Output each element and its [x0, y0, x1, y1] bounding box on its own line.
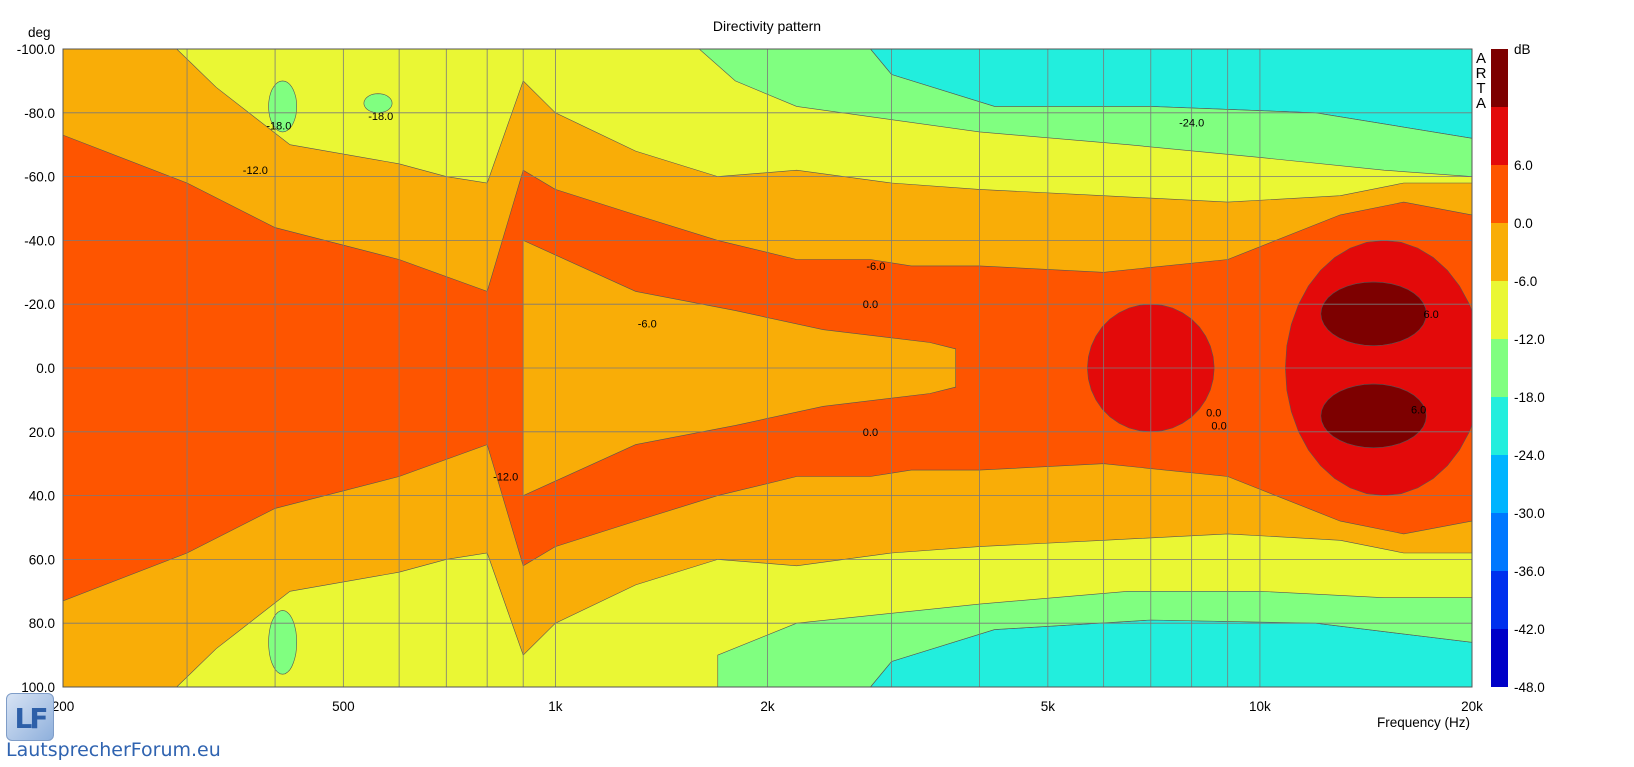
colorbar-swatch [1491, 281, 1508, 339]
y-tick-label: 0.0 [36, 361, 55, 376]
x-axis-label: Frequency (Hz) [1377, 715, 1470, 730]
colorbar-swatch [1491, 339, 1508, 397]
colorbar-ticks: 6.0 0.0 -6.0 -12.0 -18.0 -24.0 -30.0 -36.0 -42.0… [1514, 158, 1545, 695]
y-tick-label: -60.0 [24, 170, 55, 185]
y-tick-label: 80.0 [29, 616, 55, 631]
y-tick-label: 20.0 [29, 425, 55, 440]
y-tick-label: 40.0 [29, 489, 55, 504]
plot-frame [62, 48, 1473, 688]
contour-label: -12.0 [243, 165, 268, 177]
contour-labels: -18.0-18.0-12.0-24.0-6.0-6.00.00.0-12.00… [243, 111, 1439, 483]
x-tick-label: 20k [1461, 699, 1483, 714]
y-tick-label: -20.0 [24, 297, 55, 312]
contour-label: -6.0 [638, 318, 657, 330]
contour-label: 6.0 [1411, 404, 1426, 416]
colorbar-tick-label: -6.0 [1514, 274, 1537, 289]
colorbar-tick-label: 0.0 [1514, 216, 1533, 231]
colorbar-tick-label: -48.0 [1514, 680, 1545, 695]
y-axis-label: deg [28, 25, 51, 40]
logo-letters: LF [14, 702, 49, 735]
colorbar-tick-label: -30.0 [1514, 506, 1545, 521]
y-tick-label: -100.0 [17, 42, 55, 57]
contour-label: 0.0 [863, 427, 878, 439]
band-minus18-island-2 [363, 93, 393, 114]
arta-letter: A [1476, 50, 1486, 67]
x-tick-label: 10k [1249, 699, 1271, 714]
colorbar-tick-label: -42.0 [1514, 622, 1545, 637]
x-tick-label: 5k [1041, 699, 1056, 714]
contour-label: -18.0 [368, 111, 393, 123]
contour-label: -6.0 [866, 261, 885, 273]
colorbar-swatch [1491, 397, 1508, 455]
contour-label: 0.0 [1211, 420, 1226, 432]
chart-title: Directivity pattern [713, 18, 821, 34]
contour-label: -18.0 [266, 121, 291, 133]
contour-label: 0.0 [863, 299, 878, 311]
colorbar [1491, 49, 1508, 687]
contour-label: -24.0 [1179, 117, 1204, 129]
contour-label: 6.0 [1423, 309, 1438, 321]
x-tick-label: 1k [548, 699, 563, 714]
x-tick-label: 200 [52, 699, 75, 714]
colorbar-swatch [1491, 629, 1508, 687]
x-axis-ticks: 200 500 1k 2k 5k 10k 20k [52, 699, 1483, 714]
contour-label: 0.0 [1206, 408, 1221, 420]
colorbar-tick-label: -12.0 [1514, 332, 1545, 347]
contour-label: -12.0 [493, 471, 518, 483]
forum-logo: LF LautsprecherForum.eu [6, 693, 236, 763]
arta-letter: T [1476, 80, 1485, 97]
colorbar-swatch [1491, 513, 1508, 571]
y-tick-label: 100.0 [21, 680, 55, 695]
colorbar-tick-label: -18.0 [1514, 390, 1545, 405]
y-axis-ticks: -100.0 -80.0 -60.0 -40.0 -20.0 0.0 20.0 40.0 60.… [17, 42, 55, 695]
logo-brand-text: LautsprecherForum.eu [6, 739, 221, 761]
colorbar-unit: dB [1514, 42, 1531, 57]
colorbar-tick-label: -36.0 [1514, 564, 1545, 579]
arta-letter: R [1476, 65, 1487, 82]
band-minus18-island-1 [268, 80, 298, 133]
band-minus18-island-3 [268, 610, 298, 675]
colorbar-swatch [1491, 455, 1508, 513]
colorbar-swatch [1491, 49, 1508, 107]
x-tick-label: 500 [332, 699, 355, 714]
y-tick-label: 60.0 [29, 552, 55, 567]
arta-letter: A [1476, 95, 1486, 112]
colorbar-tick-label: 6.0 [1514, 158, 1533, 173]
y-tick-label: -40.0 [24, 233, 55, 248]
colorbar-tick-label: -24.0 [1514, 448, 1545, 463]
x-tick-label: 2k [760, 699, 775, 714]
colorbar-swatch [1491, 107, 1508, 165]
colorbar-swatch [1491, 571, 1508, 629]
logo-icon: LF [6, 693, 54, 741]
y-tick-label: -80.0 [24, 106, 55, 121]
band-12-to-18-upper [1320, 281, 1427, 347]
band-minus18-to-minus12-bottom [717, 591, 1472, 687]
colorbar-swatch [1491, 165, 1508, 223]
colorbar-swatch [1491, 223, 1508, 281]
